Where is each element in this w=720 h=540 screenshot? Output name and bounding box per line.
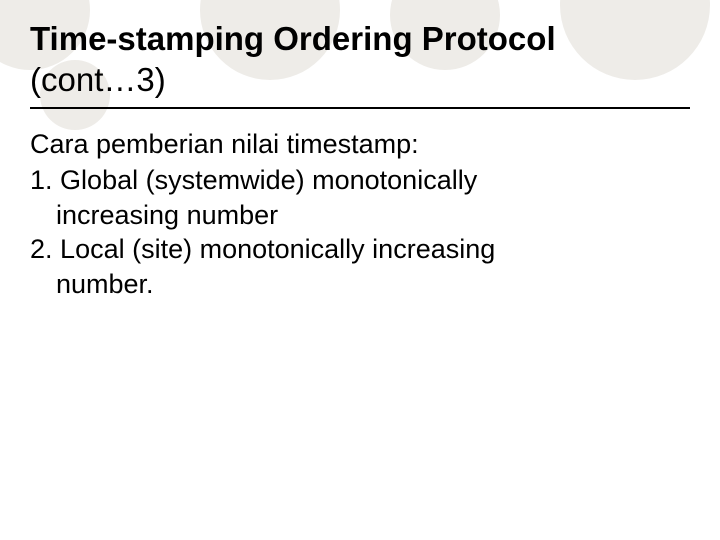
slide-body: Cara pemberian nilai timestamp: 1. Globa… [30, 127, 690, 302]
item-number: 1. [30, 165, 53, 195]
slide-title-line1: Time-stamping Ordering Protocol [30, 18, 690, 59]
list-item: 2. Local (site) monotonically increasing… [30, 232, 690, 301]
slide-title-line2: (cont…3) [30, 59, 690, 100]
item-text-cont: number. [30, 267, 690, 302]
list-item: 1. Global (systemwide) monotonically inc… [30, 163, 690, 232]
slide-content: Time-stamping Ordering Protocol (cont…3)… [0, 0, 720, 301]
item-text-first: Local (site) monotonically increasing [60, 234, 495, 264]
item-text-cont: increasing number [30, 198, 690, 233]
item-number: 2. [30, 234, 53, 264]
body-intro: Cara pemberian nilai timestamp: [30, 127, 690, 162]
item-text-first: Global (systemwide) monotonically [60, 165, 477, 195]
slide-title-block: Time-stamping Ordering Protocol (cont…3) [30, 18, 690, 109]
